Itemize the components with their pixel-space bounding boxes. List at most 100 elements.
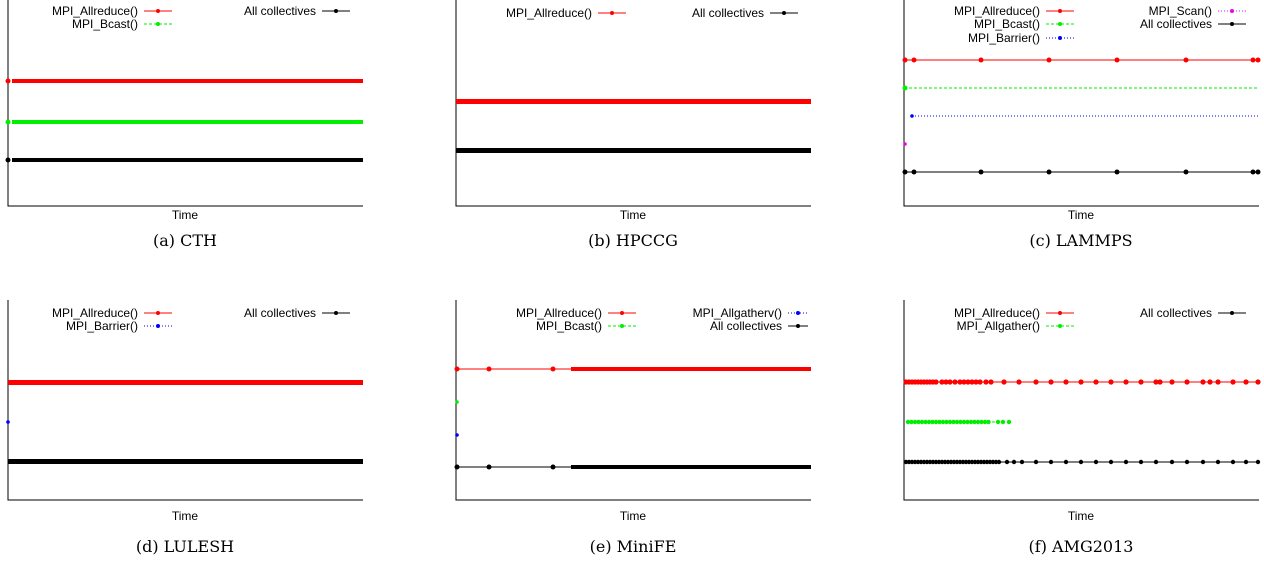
legend-label-allreduce: MPI_Allreduce(): [954, 306, 1040, 320]
point: [1048, 379, 1054, 385]
series-allgatherv-point: [455, 433, 459, 437]
plot-axes: [903, 0, 1259, 207]
point: [909, 419, 914, 425]
point: [937, 419, 942, 425]
legend-label-allreduce: MPI_Allreduce(): [52, 306, 138, 320]
point: [1138, 459, 1144, 465]
legend-label-all-collectives: All collectives: [710, 319, 782, 333]
legend-marker-all-collectives: [334, 311, 338, 315]
point: [961, 379, 967, 385]
point: [1230, 379, 1236, 385]
point: [1063, 379, 1069, 385]
legend-label-scan: MPI_Scan(): [1149, 4, 1212, 18]
point: [1153, 459, 1159, 465]
point: [1123, 379, 1129, 385]
point: [1114, 169, 1120, 175]
point: [1016, 379, 1022, 385]
point: [952, 379, 958, 385]
point: [975, 419, 981, 425]
legend-label-bcast: MPI_Bcast(): [974, 17, 1040, 31]
point: [1093, 379, 1099, 385]
series-all-collectives-point: [454, 464, 460, 470]
point: [933, 379, 939, 385]
point: [972, 419, 977, 425]
point: [1183, 57, 1189, 63]
point: [930, 419, 935, 425]
legend-marker-bcast: [156, 22, 160, 26]
point: [1123, 459, 1129, 465]
point: [1108, 379, 1114, 385]
series-barrier-point: [6, 420, 10, 424]
series-scan-point: [903, 142, 907, 146]
series-all-collectives-points: [902, 169, 1261, 175]
point: [1108, 459, 1114, 465]
legend-marker-all-collectives: [334, 9, 338, 13]
point: [977, 379, 983, 385]
legend-label-allgatherv: MPI_Allgatherv(): [693, 306, 782, 320]
legend-marker-allreduce: [156, 311, 160, 315]
legend-marker-all-collectives: [782, 11, 786, 15]
series-all-collectives-dense: [8, 459, 363, 464]
legend: MPI_Allreduce() MPI_Bcast() MPI_Barrier(…: [954, 4, 1246, 45]
legend-marker-barrier: [156, 324, 160, 328]
panel-lammps: MPI_Allreduce() MPI_Bcast() MPI_Barrier(…: [902, 0, 1261, 250]
series-allreduce-start: [5, 78, 11, 84]
point: [1250, 169, 1256, 175]
point: [979, 419, 984, 425]
point: [911, 169, 917, 175]
x-axis-label: Time: [172, 509, 199, 523]
series-bcast-start: [5, 119, 11, 125]
point: [1063, 459, 1069, 465]
point: [957, 379, 963, 385]
legend-label-all-collectives: All collectives: [1140, 306, 1212, 320]
series-all-collectives-dense: [12, 158, 363, 162]
point: [996, 459, 1002, 465]
point: [1138, 379, 1144, 385]
point: [912, 419, 918, 425]
legend-label-all-collectives: All collectives: [692, 6, 764, 20]
series-bcast-dense: [12, 120, 363, 124]
legend-label-all-collectives: All collectives: [244, 306, 316, 320]
legend-label-allreduce: MPI_Allreduce(): [52, 4, 138, 18]
panel-caption: (c) LAMMPS: [1029, 231, 1132, 250]
series-all-collectives-dense: [571, 465, 811, 469]
point: [978, 57, 984, 63]
point: [1033, 379, 1039, 385]
series-allreduce-point: [454, 366, 460, 372]
legend-marker-allreduce: [610, 11, 614, 15]
legend: MPI_Allreduce() MPI_Bcast() All collecti…: [52, 4, 350, 31]
point: [923, 419, 928, 425]
legend-marker-barrier: [1058, 36, 1062, 40]
point: [951, 419, 956, 425]
x-axis-label: Time: [620, 509, 647, 523]
x-axis-label: Time: [620, 208, 647, 222]
legend-marker-scan: [1230, 9, 1234, 13]
point: [1255, 169, 1261, 175]
point: [1183, 169, 1189, 175]
point: [916, 419, 921, 425]
series-allreduce-dense: [571, 367, 811, 371]
point: [1006, 419, 1012, 425]
x-axis-label: Time: [172, 208, 199, 222]
legend-marker-bcast: [620, 324, 624, 328]
legend: MPI_Allreduce() MPI_Bcast() MPI_Allgathe…: [516, 306, 808, 333]
point: [1243, 379, 1249, 385]
point: [947, 419, 953, 425]
point: [943, 379, 949, 385]
point: [965, 379, 971, 385]
panel-caption: (d) LULESH: [136, 537, 234, 556]
series-allreduce-dense: [456, 99, 811, 104]
point: [1157, 379, 1163, 385]
point: [1078, 379, 1084, 385]
panel-hpccg: MPI_Allreduce() All collectives Time (b)…: [455, 0, 811, 250]
series-all-collectives-start: [5, 157, 11, 163]
panel-minife: MPI_Allreduce() MPI_Bcast() MPI_Allgathe…: [454, 300, 811, 556]
point: [905, 419, 911, 425]
legend-marker-all-collectives: [1230, 311, 1234, 315]
legend-label-allreduce: MPI_Allreduce(): [506, 6, 592, 20]
point: [988, 379, 994, 385]
x-axis-label: Time: [1068, 509, 1095, 523]
legend-label-all-collectives: All collectives: [1140, 17, 1212, 31]
point: [1207, 379, 1213, 385]
series-allreduce-points: [903, 379, 1261, 385]
